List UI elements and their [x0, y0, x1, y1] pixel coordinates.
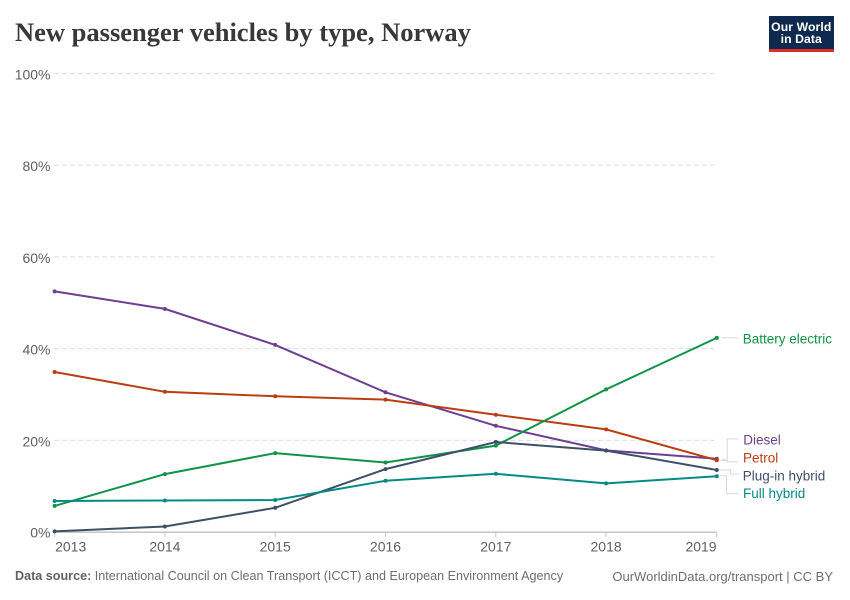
svg-text:0%: 0%	[30, 525, 50, 541]
svg-text:100%: 100%	[15, 66, 51, 82]
svg-text:Plug-in hybrid: Plug-in hybrid	[743, 469, 826, 484]
svg-text:2014: 2014	[149, 539, 180, 555]
svg-text:2013: 2013	[55, 539, 86, 555]
svg-text:60%: 60%	[22, 250, 50, 266]
svg-text:Battery electric: Battery electric	[743, 332, 833, 347]
svg-text:2017: 2017	[480, 539, 511, 555]
svg-text:2016: 2016	[370, 539, 401, 555]
svg-text:2018: 2018	[591, 539, 622, 555]
svg-text:Full hybrid: Full hybrid	[743, 486, 805, 501]
svg-text:Petrol: Petrol	[743, 451, 778, 466]
svg-text:20%: 20%	[22, 433, 50, 449]
svg-text:2015: 2015	[260, 539, 291, 555]
svg-text:40%: 40%	[22, 342, 50, 358]
svg-text:Diesel: Diesel	[743, 432, 781, 447]
svg-text:2019: 2019	[685, 539, 716, 555]
svg-text:80%: 80%	[22, 158, 50, 174]
